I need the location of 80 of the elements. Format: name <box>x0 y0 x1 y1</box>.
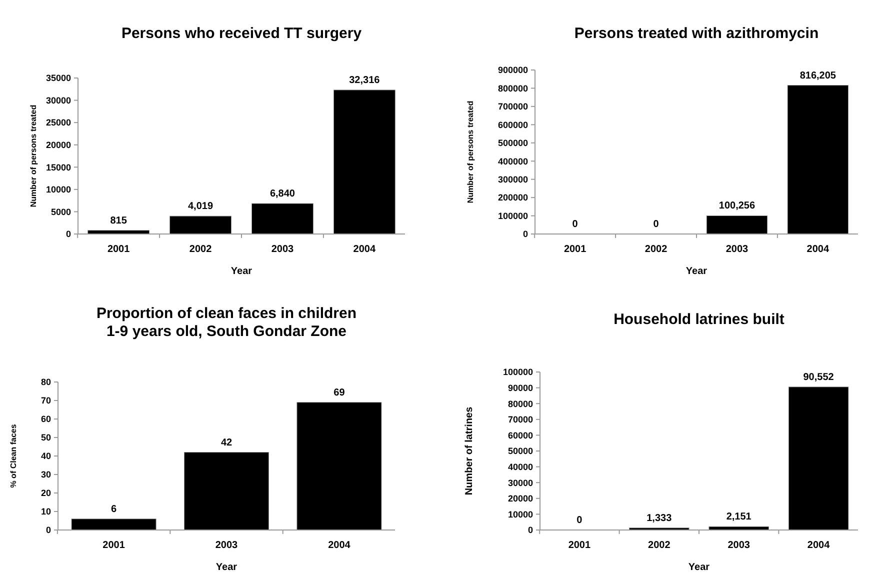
x-axis-title: Year <box>230 266 252 277</box>
data-label: 42 <box>220 437 232 448</box>
chart-title: Household latrines built <box>614 311 784 328</box>
data-label: 0 <box>572 219 578 230</box>
y-axis-title: Number of persons treated <box>29 104 38 208</box>
data-label: 6,840 <box>270 188 296 200</box>
y-tick-label: 0 <box>46 525 51 536</box>
y-tick-label: 10 <box>40 506 51 517</box>
x-tick-label: 2004 <box>328 540 351 551</box>
y-tick-label: 900000 <box>498 65 528 76</box>
y-axis-title: Number of latrines <box>464 406 475 496</box>
y-tick-label: 0 <box>66 229 71 240</box>
x-tick-label: 2003 <box>726 244 749 255</box>
x-axis-title: Year <box>216 562 238 573</box>
y-tick-label: 50 <box>40 432 51 443</box>
x-axis-title: Year <box>688 562 710 573</box>
y-tick-label: 5000 <box>50 206 71 217</box>
y-tick-label: 0 <box>522 229 528 240</box>
x-tick-label: 2001 <box>568 540 592 551</box>
y-tick-label: 30000 <box>508 478 533 488</box>
x-tick-label: 2003 <box>271 244 294 255</box>
y-tick-label: 30000 <box>46 95 71 106</box>
y-tick-label: 0 <box>528 525 533 536</box>
y-tick-label: 35000 <box>46 73 71 84</box>
x-tick-label: 2002 <box>189 244 212 255</box>
y-tick-label: 40000 <box>508 462 533 472</box>
x-tick-label: 2003 <box>215 540 238 551</box>
y-tick-label: 100000 <box>498 210 528 221</box>
data-label: 69 <box>334 387 346 398</box>
y-tick-label: 25000 <box>46 118 71 128</box>
x-tick-label: 2001 <box>107 244 130 255</box>
data-label: 4,019 <box>188 201 214 212</box>
data-label: 2,151 <box>726 512 752 523</box>
data-label: 815 <box>110 215 128 226</box>
y-tick-label: 70000 <box>508 414 533 425</box>
y-tick-label: 80 <box>40 377 51 388</box>
x-tick-label: 2004 <box>806 244 830 255</box>
y-tick-label: 300000 <box>498 174 528 184</box>
data-label: 6 <box>111 504 118 515</box>
y-axis-title: Number of persons treated <box>466 100 475 204</box>
y-tick-label: 60 <box>40 414 51 424</box>
x-axis-title: Year <box>686 266 708 277</box>
y-tick-label: 90000 <box>508 382 533 393</box>
y-tick-label: 10000 <box>46 184 71 195</box>
y-tick-label: 50000 <box>508 446 533 456</box>
y-tick-label: 500000 <box>498 138 528 148</box>
y-tick-label: 40 <box>40 451 51 462</box>
data-label: 32,316 <box>349 74 380 86</box>
y-tick-label: 100000 <box>502 367 533 378</box>
y-tick-label: 400000 <box>498 156 528 166</box>
y-tick-label: 20 <box>40 488 51 498</box>
y-tick-label: 15000 <box>46 162 71 172</box>
y-tick-label: 200000 <box>498 192 528 203</box>
y-tick-label: 80000 <box>508 398 533 409</box>
chart-title: Persons treated with azithromycin <box>574 25 819 42</box>
y-tick-label: 20000 <box>508 494 533 504</box>
y-tick-label: 30 <box>40 470 51 480</box>
y-tick-label: 10000 <box>508 509 533 520</box>
data-label: 0 <box>653 219 660 230</box>
y-tick-label: 70 <box>40 396 51 406</box>
x-tick-label: 2004 <box>807 540 830 551</box>
y-axis-title: % of Clean faces <box>9 424 18 488</box>
data-label: 90,552 <box>803 372 834 383</box>
x-tick-label: 2003 <box>728 540 750 551</box>
data-label: 100,256 <box>718 200 756 212</box>
chart-title: Proportion of clean faces in children 1-9 years old, South Gondar Zone <box>96 305 357 340</box>
x-tick-label: 2002 <box>644 244 668 255</box>
y-tick-label: 60000 <box>508 430 533 440</box>
data-label: 816,205 <box>800 70 836 82</box>
x-tick-label: 2001 <box>564 244 587 255</box>
data-label: 0 <box>576 515 583 526</box>
data-label: 1,333 <box>646 512 672 524</box>
y-tick-label: 20000 <box>46 140 71 150</box>
y-tick-label: 800000 <box>498 83 528 94</box>
x-tick-label: 2004 <box>353 244 376 255</box>
x-tick-label: 2001 <box>102 540 126 551</box>
x-tick-label: 2002 <box>648 540 671 551</box>
y-tick-label: 600000 <box>498 120 528 130</box>
chart-title: Persons who received TT surgery <box>121 25 362 42</box>
y-tick-label: 700000 <box>498 102 528 112</box>
